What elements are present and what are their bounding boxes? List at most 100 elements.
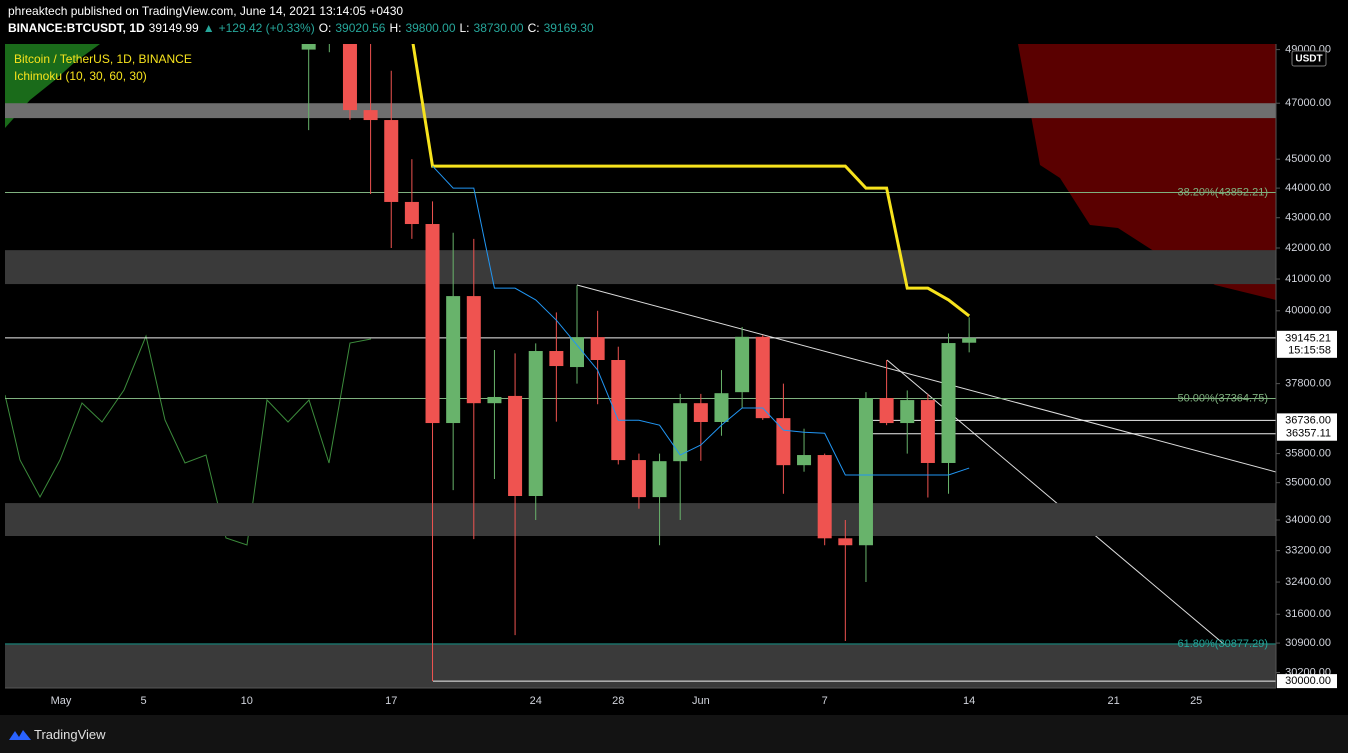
candle-body: [384, 120, 399, 202]
candle-body: [673, 403, 688, 462]
x-tick-label: 28: [612, 695, 624, 707]
fib-label: 38.20%(43852.21): [1177, 186, 1268, 198]
candle-body: [693, 403, 708, 422]
y-tick-label: 45000.00: [1285, 153, 1331, 165]
y-tick-label: 34000.00: [1285, 514, 1331, 526]
price-label-box: [1277, 331, 1337, 346]
lagging-span: [5, 334, 372, 546]
y-tick-label: 31600.00: [1285, 608, 1331, 620]
zone: [5, 503, 1276, 537]
x-tick-label: 10: [241, 695, 253, 707]
y-tick-label: 30900.00: [1285, 637, 1331, 649]
x-tick-label: 21: [1108, 695, 1120, 707]
ohlc-label: H:: [389, 21, 402, 35]
zone: [5, 103, 1276, 119]
symbol: BINANCE:BTCUSDT, 1D: [8, 21, 145, 35]
ohlc-value: 39800.00: [405, 21, 456, 35]
candle-body: [487, 396, 502, 404]
candle-body: [446, 296, 461, 424]
candle-body: [570, 337, 584, 368]
price-label-box: [1277, 413, 1337, 428]
y-tick-label: 47000.00: [1285, 97, 1331, 109]
candle-body: [776, 418, 791, 466]
candle-body: [466, 296, 481, 404]
y-tick-label: 40000.00: [1285, 305, 1331, 317]
candle-body: [508, 395, 523, 497]
x-tick-label: 17: [385, 695, 397, 707]
candle-body: [735, 336, 750, 393]
fib-label: 50.00%(37364.75): [1177, 392, 1268, 404]
candle-body: [962, 337, 977, 343]
x-tick-label: 7: [822, 695, 828, 707]
y-tick-label: 44000.00: [1285, 182, 1331, 194]
candle-body: [363, 110, 378, 121]
footer: TradingView: [0, 715, 1348, 753]
publisher-line: phreaktech published on TradingView.com,…: [8, 4, 404, 18]
candle-body: [900, 400, 915, 424]
trend-line: [576, 284, 1276, 473]
candle-body: [590, 337, 605, 361]
ohlc-value: 39020.56: [335, 21, 386, 35]
change-arrow: ▲: [202, 21, 215, 35]
price-label-box: [1277, 674, 1337, 689]
logo: [9, 730, 31, 740]
series-layer: [5, 26, 1276, 688]
currency-badge: [1291, 50, 1327, 67]
x-tick-label: May: [51, 695, 72, 707]
candle-body: [301, 44, 316, 50]
axes: 49000.0047000.0045000.0044000.0043000.00…: [5, 43, 1337, 707]
x-tick-label: 5: [140, 695, 146, 707]
x-tick-label: Jun: [692, 695, 710, 707]
y-tick-label: 41000.00: [1285, 273, 1331, 285]
x-tick-label: 24: [530, 695, 542, 707]
candle-body: [941, 343, 956, 463]
currency: USDT: [1295, 54, 1322, 65]
indicator-line: [432, 165, 970, 476]
candle-body: [342, 44, 357, 111]
symbol-line: BINANCE:BTCUSDT, 1D 39149.99 ▲ +129.42 (…: [8, 21, 594, 35]
ichimoku-cloud-green: [5, 44, 100, 128]
fib-label: 61.80%(30877.29): [1177, 638, 1268, 650]
candle-body: [838, 538, 853, 546]
last-price: 39149.99: [148, 21, 199, 35]
ohlc-value: 39169.30: [543, 21, 594, 35]
x-tick-label: 25: [1190, 695, 1202, 707]
y-tick-label: 43000.00: [1285, 212, 1331, 224]
y-tick-label: 35000.00: [1285, 477, 1331, 489]
chart: 49000.0047000.0045000.0044000.0043000.00…: [5, 26, 1337, 707]
y-tick-label: 33200.00: [1285, 545, 1331, 557]
x-tick-label: 14: [963, 695, 975, 707]
ohlc-label: C:: [527, 21, 540, 35]
candle-body: [322, 26, 336, 31]
indicator-line: [411, 44, 971, 318]
price-label: 36736.00: [1285, 414, 1331, 426]
zone: [5, 250, 1276, 285]
y-tick-label: 35800.00: [1285, 448, 1331, 460]
candle-body: [611, 360, 626, 461]
price-label-box: [1277, 426, 1337, 441]
candle-body: [714, 393, 729, 422]
candle-body: [425, 224, 440, 424]
y-tick-label: 42000.00: [1285, 242, 1331, 254]
candle-body: [404, 201, 419, 225]
y-tick-label: 37800.00: [1285, 378, 1331, 390]
price-label: 39145.21: [1285, 333, 1331, 345]
candle-body: [858, 398, 873, 546]
candle-body: [528, 351, 543, 497]
legend-title: Bitcoin / TetherUS, 1D, BINANCE: [14, 52, 192, 66]
candle-body: [652, 461, 667, 498]
candle-body: [920, 400, 935, 463]
legend-indicator: Ichimoku (10, 30, 60, 30): [14, 69, 147, 83]
candle-body: [817, 455, 832, 539]
price-label: 30000.00: [1285, 675, 1331, 687]
candle-body: [631, 460, 646, 498]
countdown: 15:15:58: [1288, 345, 1331, 357]
candle-body: [797, 455, 812, 466]
candle-body: [549, 351, 564, 367]
ohlc-label: L:: [459, 21, 470, 35]
y-tick-label: 32400.00: [1285, 576, 1331, 588]
ohlc-label: O:: [318, 21, 332, 35]
candle-body: [879, 398, 894, 424]
ohlc-value: 38730.00: [473, 21, 524, 35]
